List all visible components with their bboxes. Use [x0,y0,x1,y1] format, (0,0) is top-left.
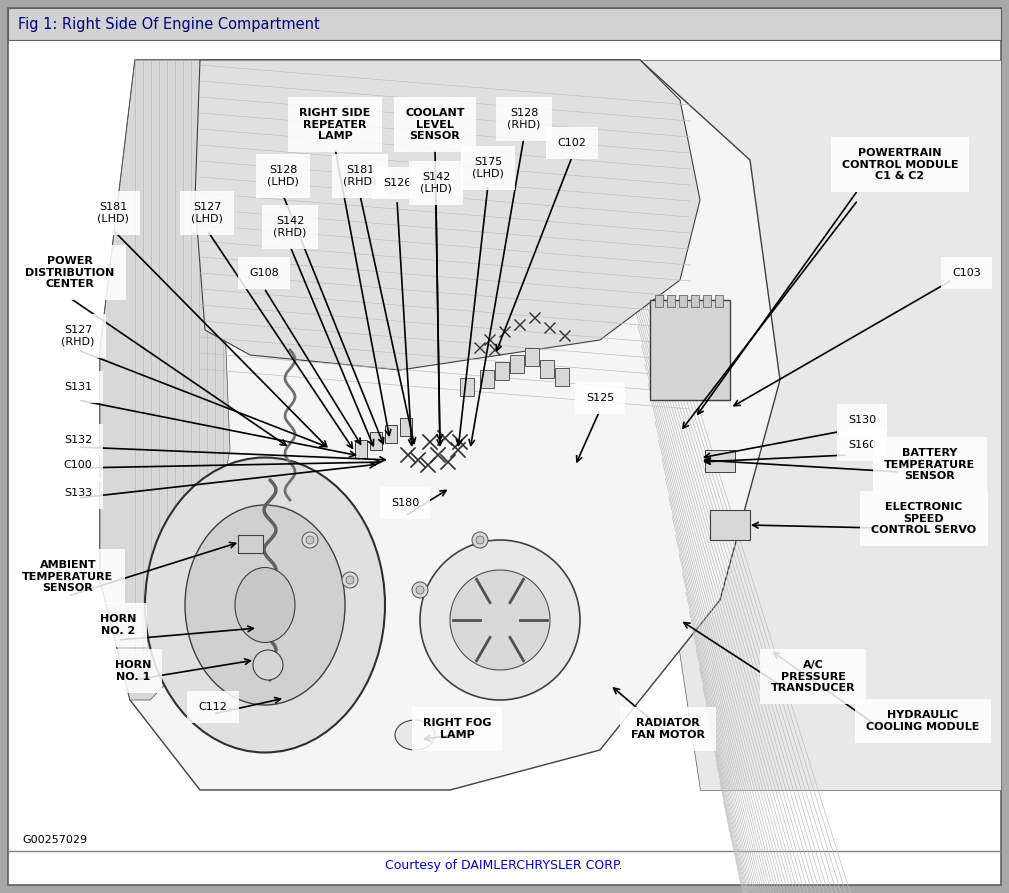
Polygon shape [195,60,700,370]
Text: S142
(LHD): S142 (LHD) [420,172,452,194]
Bar [525,348,539,366]
Ellipse shape [302,532,318,548]
Bar [510,355,524,373]
Bar [691,295,699,307]
Ellipse shape [235,567,295,642]
Bar [555,368,569,386]
Text: C100: C100 [64,460,93,470]
Polygon shape [100,60,230,700]
Text: Courtesy of DAIMLERCHRYSLER CORP.: Courtesy of DAIMLERCHRYSLER CORP. [385,859,623,872]
Text: S133: S133 [64,488,92,498]
Bar [480,370,494,388]
Text: S132: S132 [64,435,92,445]
Text: S127
(RHD): S127 (RHD) [62,325,95,346]
Bar [540,360,554,378]
Bar [400,418,412,436]
Bar [710,510,750,540]
Bar [705,450,735,472]
Text: HORN
NO. 2: HORN NO. 2 [100,614,136,636]
Ellipse shape [395,720,435,750]
Bar [460,378,474,396]
Ellipse shape [412,582,428,598]
Polygon shape [100,60,780,790]
Text: S181
(RHD): S181 (RHD) [343,165,376,187]
Text: C102: C102 [558,138,586,148]
Text: Fig 1: Right Side Of Engine Compartment: Fig 1: Right Side Of Engine Compartment [18,16,320,31]
Bar [667,295,675,307]
Bar [703,295,711,307]
Text: S125: S125 [586,393,614,403]
Text: G108: G108 [249,268,278,278]
Text: S127
(LHD): S127 (LHD) [191,202,223,223]
Text: POWERTRAIN
CONTROL MODULE
C1 & C2: POWERTRAIN CONTROL MODULE C1 & C2 [842,148,959,181]
Text: ELECTRONIC
SPEED
CONTROL SERVO: ELECTRONIC SPEED CONTROL SERVO [872,502,977,535]
Bar [495,362,509,380]
Text: HYDRAULIC
COOLING MODULE: HYDRAULIC COOLING MODULE [867,710,980,731]
Text: G00257029: G00257029 [22,835,87,845]
Text: C112: C112 [199,702,227,712]
Text: S130: S130 [848,415,876,425]
Bar [370,432,382,450]
Text: S126: S126 [382,178,411,188]
Bar [655,295,663,307]
Bar [355,440,367,458]
Text: S142
(RHD): S142 (RHD) [273,216,307,238]
Ellipse shape [416,586,424,594]
Ellipse shape [342,572,358,588]
Text: A/C
PRESSURE
TRANSDUCER: A/C PRESSURE TRANSDUCER [771,660,856,693]
Text: S131: S131 [64,382,92,392]
Text: C103: C103 [952,268,981,278]
Text: S180: S180 [390,498,419,508]
Bar [715,295,723,307]
Ellipse shape [476,536,484,544]
Text: RIGHT FOG
LAMP: RIGHT FOG LAMP [423,718,491,739]
Text: S175
(LHD): S175 (LHD) [472,157,503,179]
Text: POWER
DISTRIBUTION
CENTER: POWER DISTRIBUTION CENTER [25,256,115,289]
Ellipse shape [450,570,550,670]
Ellipse shape [346,576,354,584]
Text: S181
(LHD): S181 (LHD) [97,202,129,223]
Bar [679,295,687,307]
Text: HORN
NO. 1: HORN NO. 1 [115,660,151,681]
Ellipse shape [472,532,488,548]
Bar [385,425,397,443]
Polygon shape [590,60,1001,790]
Text: S128
(RHD): S128 (RHD) [508,108,541,129]
Text: S128
(LHD): S128 (LHD) [267,165,299,187]
Text: COOLANT
LEVEL
SENSOR: COOLANT LEVEL SENSOR [406,108,465,141]
Ellipse shape [420,540,580,700]
Ellipse shape [306,536,314,544]
Bar [238,535,263,553]
Ellipse shape [247,620,272,640]
Text: BATTERY
TEMPERATURE
SENSOR: BATTERY TEMPERATURE SENSOR [884,448,976,481]
Ellipse shape [145,457,385,753]
Text: RIGHT SIDE
REPEATER
LAMP: RIGHT SIDE REPEATER LAMP [300,108,370,141]
Text: AMBIENT
TEMPERATURE
SENSOR: AMBIENT TEMPERATURE SENSOR [22,560,114,593]
Bar [8,8,1001,40]
Bar [650,300,730,400]
Text: RADIATOR
FAN MOTOR: RADIATOR FAN MOTOR [631,718,705,739]
Ellipse shape [185,505,345,705]
Ellipse shape [253,650,283,680]
Text: S160: S160 [848,440,876,450]
